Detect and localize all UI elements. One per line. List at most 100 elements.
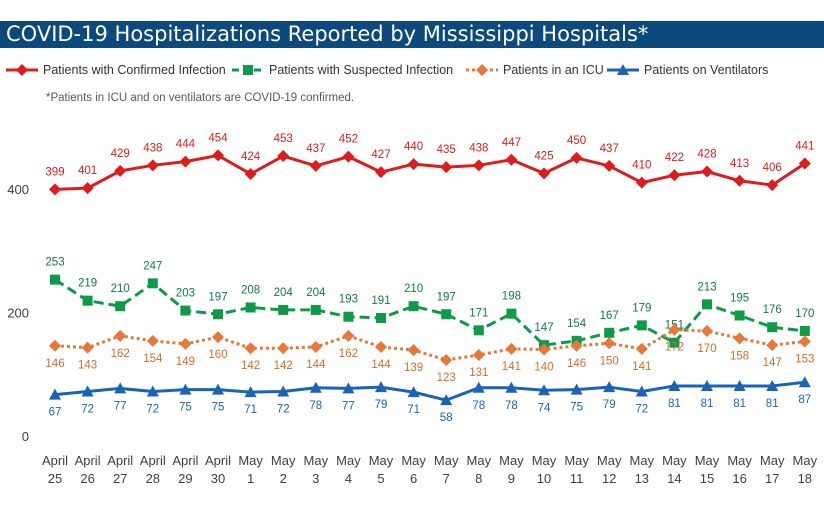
data-label: 143 (78, 360, 97, 372)
data-label: 401 (78, 165, 97, 177)
y-tick-label: 0 (22, 429, 29, 444)
data-label: 142 (241, 360, 260, 372)
data-point (701, 379, 713, 391)
data-label: 81 (668, 398, 681, 410)
legend-marker (243, 65, 253, 75)
data-label: 75 (179, 402, 192, 414)
data-label: 67 (49, 407, 62, 419)
data-point (277, 150, 290, 163)
data-label: 147 (534, 322, 553, 334)
data-point (635, 342, 648, 355)
data-point (767, 322, 778, 333)
data-point (408, 301, 419, 312)
data-point (309, 381, 322, 393)
data-point (603, 381, 616, 393)
data-label: 71 (244, 404, 257, 416)
data-label: 170 (697, 343, 716, 355)
data-label: 79 (603, 399, 616, 411)
data-label: 146 (45, 358, 64, 370)
x-tick-label: 26 (80, 471, 94, 486)
data-point (505, 153, 518, 166)
data-point (212, 383, 224, 395)
data-label: 422 (665, 152, 684, 164)
data-label: 198 (502, 291, 521, 303)
data-label: 438 (469, 142, 488, 154)
data-label: 123 (437, 372, 456, 384)
data-point (440, 394, 453, 406)
data-point (734, 310, 745, 321)
x-tick-label: 15 (700, 471, 714, 486)
data-label: 81 (701, 398, 714, 410)
data-label: 141 (502, 361, 521, 373)
data-label: 160 (208, 349, 227, 361)
data-label: 154 (567, 318, 587, 330)
data-point (244, 386, 257, 398)
data-point (473, 325, 484, 336)
x-tick-label: April (205, 453, 231, 468)
data-label: 154 (143, 353, 163, 365)
data-point (603, 159, 616, 172)
data-label: 425 (534, 150, 553, 162)
data-label: 219 (78, 278, 97, 290)
data-point (179, 155, 192, 168)
series-4: 67 72 77 72 75 75 71 72 78 77 79 71 58 78 78 74 75 79 72 81… (49, 376, 811, 424)
x-tick-label: April (107, 453, 133, 468)
data-label: 437 (600, 143, 619, 155)
data-label: 150 (600, 355, 619, 367)
x-tick-label: May (564, 453, 589, 468)
data-point (114, 329, 127, 342)
x-tick-label: 16 (732, 471, 746, 486)
x-tick-label: May (401, 453, 426, 468)
y-axis: 0 200 400 (7, 182, 29, 444)
data-label: 429 (111, 148, 130, 160)
data-point (766, 379, 779, 391)
data-label: 167 (600, 310, 619, 322)
data-label: 204 (306, 287, 326, 299)
data-label: 410 (632, 160, 651, 172)
data-label: 435 (437, 144, 456, 156)
series-3: 146 143 162 154 149 160 142 142 144 162 144 139 123 1… (45, 323, 814, 384)
data-label: 78 (472, 400, 485, 412)
x-tick-label: 30 (211, 471, 225, 486)
data-label: 450 (567, 135, 586, 147)
legend-label: Patients in an ICU (503, 63, 604, 77)
data-point (375, 166, 387, 179)
data-label: 204 (274, 287, 294, 299)
x-tick-label: April (140, 453, 166, 468)
x-tick-label: 4 (345, 471, 352, 486)
data-label: 81 (733, 398, 746, 410)
x-tick-label: April (75, 453, 101, 468)
x-tick-label: 7 (443, 471, 450, 486)
data-point (733, 379, 746, 391)
data-point (343, 311, 354, 322)
data-point (114, 382, 127, 394)
x-tick-label: April (42, 453, 68, 468)
data-label: 78 (505, 400, 518, 412)
data-label: 210 (404, 283, 423, 295)
data-point (635, 176, 648, 189)
legend-label: Patients on Ventilators (644, 63, 768, 77)
data-label: 142 (274, 360, 293, 372)
data-label: 139 (404, 362, 423, 374)
data-label: 440 (404, 141, 423, 153)
data-label: 158 (730, 350, 749, 362)
x-tick-label: 1 (247, 471, 254, 486)
data-label: 144 (306, 359, 326, 371)
data-label: 71 (407, 404, 420, 416)
data-label: 72 (146, 404, 159, 416)
data-point (472, 349, 485, 362)
data-label: 74 (538, 402, 551, 414)
data-label: 454 (208, 132, 228, 144)
x-tick-label: May (336, 453, 361, 468)
data-point (278, 304, 289, 315)
data-label: 253 (45, 257, 64, 269)
data-label: 147 (763, 357, 782, 369)
data-point (668, 379, 681, 391)
data-label: 72 (277, 404, 290, 416)
x-tick-label: 10 (537, 471, 551, 486)
data-label: 171 (469, 307, 488, 319)
data-label: 75 (212, 402, 225, 414)
data-point (702, 299, 712, 310)
data-label: 162 (111, 348, 130, 360)
data-point (342, 150, 355, 163)
